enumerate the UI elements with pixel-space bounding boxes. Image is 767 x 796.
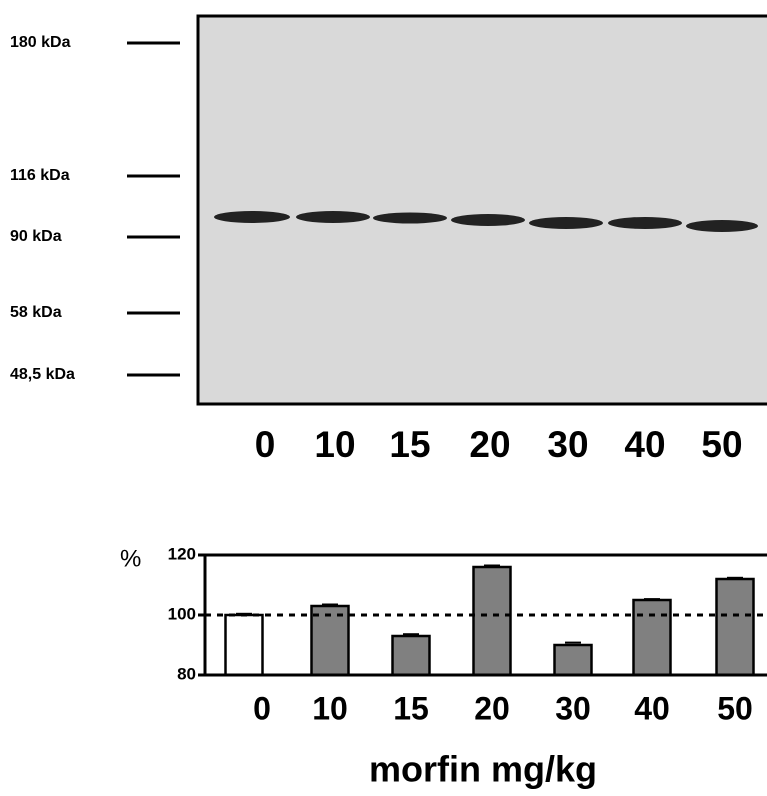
- page: 180 kDa 116 kDa 90 kDa 58 kDa 48,5 kDa 0 10 15 2…: [0, 0, 767, 796]
- bar: [474, 567, 511, 675]
- y-tick-label: 120: [168, 544, 196, 563]
- marker-label: 90 kDa: [10, 228, 62, 245]
- x-tick-label: 50: [717, 690, 753, 726]
- x-tick-label: 40: [634, 690, 670, 726]
- y-tick-label: 80: [177, 664, 196, 683]
- y-axis-label: %: [120, 545, 141, 572]
- lane-label: 10: [314, 424, 355, 465]
- marker-label: 116 kDa: [10, 167, 70, 184]
- lane-label: 15: [389, 424, 430, 465]
- bar: [634, 600, 671, 675]
- lane-label: 40: [624, 424, 665, 465]
- bar: [717, 579, 754, 675]
- lane-label: 50: [701, 424, 742, 465]
- x-tick-label: 30: [555, 690, 591, 726]
- marker-label: 58 kDa: [10, 304, 62, 321]
- figure: 180 kDa 116 kDa 90 kDa 58 kDa 48,5 kDa 0 10 15 2…: [0, 0, 767, 796]
- blot-membrane: [198, 16, 767, 404]
- lane-label: 30: [547, 424, 588, 465]
- y-tick-label: 100: [168, 604, 196, 623]
- x-tick-label: 0: [253, 690, 271, 726]
- x-tick-label: 20: [474, 690, 510, 726]
- marker-label: 180 kDa: [10, 34, 71, 51]
- marker-label: 48,5 kDa: [10, 366, 75, 383]
- bar: [226, 615, 263, 675]
- bar: [393, 636, 430, 675]
- lane-label: 0: [255, 424, 276, 465]
- x-axis-label: morfin mg/kg: [369, 749, 597, 790]
- lane-label: 20: [469, 424, 510, 465]
- x-tick-label: 10: [312, 690, 348, 726]
- x-tick-label: 15: [393, 690, 429, 726]
- bar: [555, 645, 592, 675]
